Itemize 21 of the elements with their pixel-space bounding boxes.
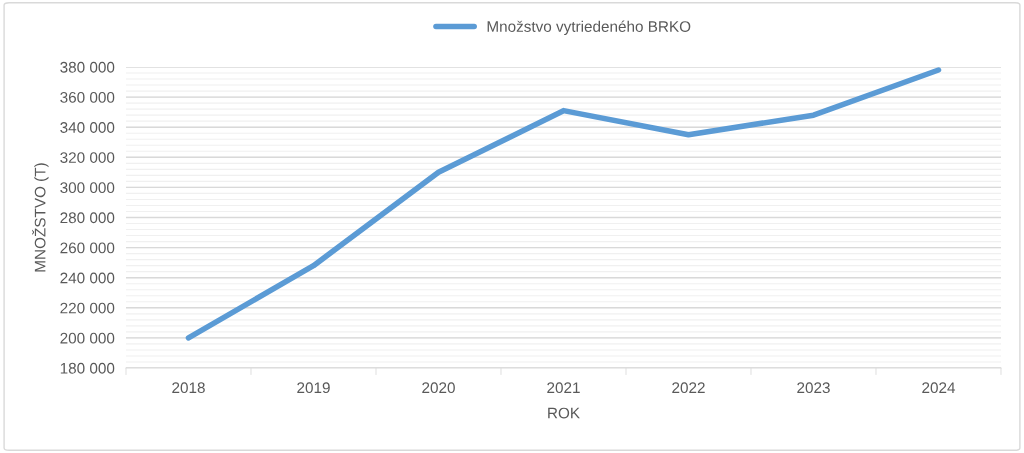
x-tick-label: 2022 [672, 382, 705, 394]
x-axis-title: ROK [548, 407, 580, 419]
y-tick-label: 220 000 [60, 302, 115, 314]
y-tick-label: 200 000 [60, 332, 115, 344]
y-tick-label: 240 000 [60, 272, 115, 284]
x-tick-label: 2020 [422, 382, 455, 394]
y-axis-title: MNOŽSTVO (T) [32, 163, 49, 272]
x-tick-label: 2019 [297, 382, 330, 394]
y-tick-label: 340 000 [60, 122, 115, 133]
y-tick-label: 360 000 [60, 91, 115, 103]
y-tick-label: 280 000 [60, 212, 115, 224]
x-tick-label: 2018 [172, 382, 205, 394]
y-tick-label: 320 000 [60, 152, 115, 163]
x-tick-label: 2024 [922, 382, 956, 394]
legend-label: Množstvo vytriedeného BRKO [487, 20, 691, 35]
y-tick-label: 380 000 [60, 61, 115, 73]
y-tick-label: 300 000 [60, 182, 115, 194]
y-tick-label: 260 000 [60, 242, 115, 254]
x-tick-label: 2021 [547, 382, 580, 394]
y-tick-label: 180 000 [60, 362, 115, 374]
x-tick-label: 2023 [797, 382, 830, 394]
